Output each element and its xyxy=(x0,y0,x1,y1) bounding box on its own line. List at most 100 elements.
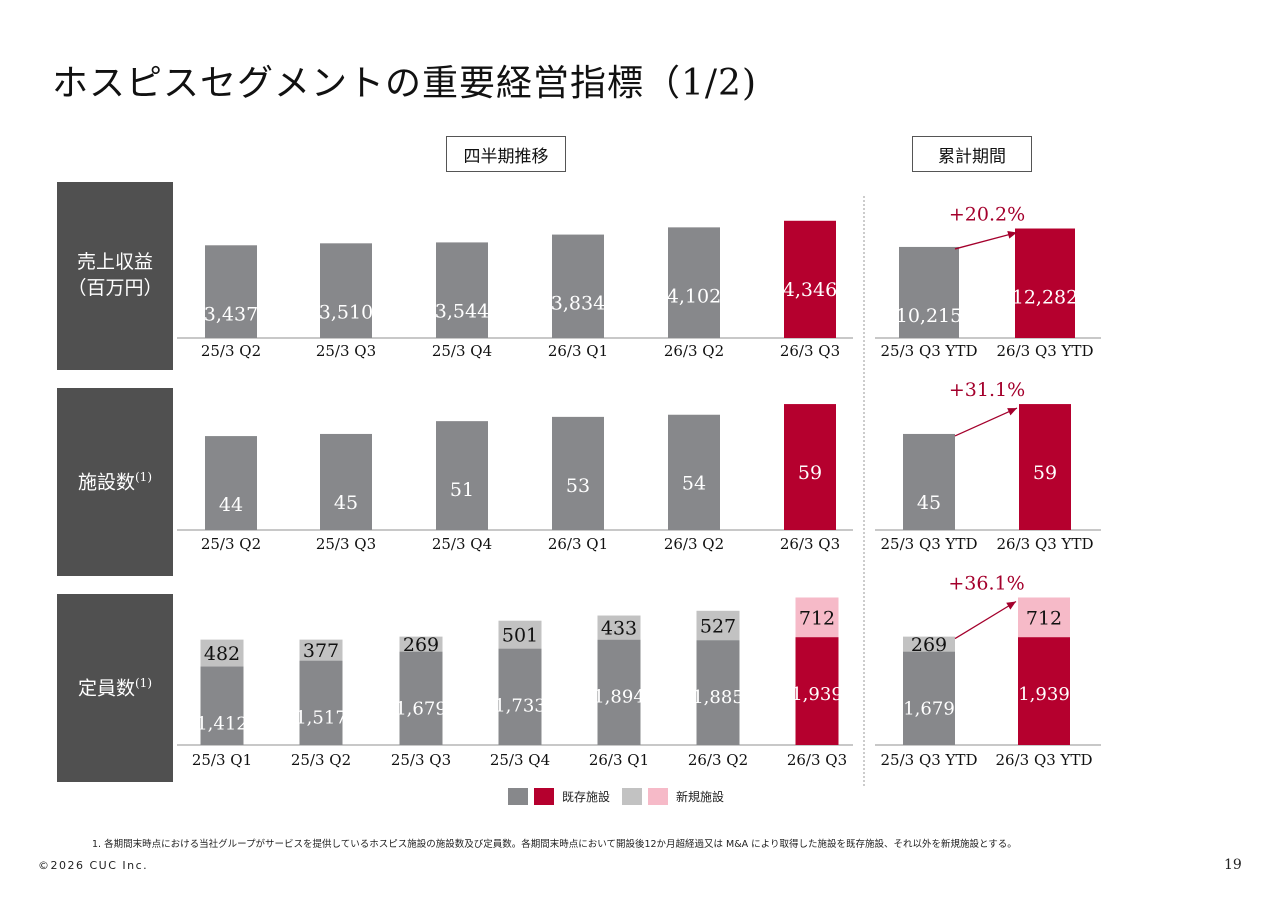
legend: 既存施設 新規施設 xyxy=(508,788,736,805)
revenue-label-line2: （百万円） xyxy=(67,277,163,299)
capacity_ytd-growth-arrow xyxy=(954,600,1017,640)
capacity_quarterly-new-bar xyxy=(696,610,740,641)
facilities_quarterly-category-label: 25/3 Q3 xyxy=(316,535,376,553)
capacity-label-group: 定員数(1) xyxy=(78,675,152,702)
capacity_quarterly-existing-value-label: 1,733 xyxy=(494,696,546,717)
facilities_quarterly-category-label: 26/3 Q1 xyxy=(548,535,608,553)
capacity_ytd-new-value-label: 712 xyxy=(1026,607,1062,629)
capacity_quarterly-new-value-label: 501 xyxy=(502,625,538,647)
capacity_quarterly-new-value-label: 712 xyxy=(799,607,835,629)
revenue-row-label: 売上収益 （百万円） xyxy=(57,182,173,370)
revenue_ytd-growth-label: +20.2% xyxy=(949,204,1025,226)
capacity_quarterly-category-label: 25/3 Q1 xyxy=(192,751,252,769)
revenue_quarterly-bar xyxy=(668,227,720,338)
capacity_quarterly-new-bar xyxy=(597,615,641,640)
capacity_quarterly-existing-value-label: 1,517 xyxy=(295,708,347,729)
legend-swatch-new-past xyxy=(622,788,643,805)
revenue-label-line1: 売上収益 xyxy=(76,251,153,274)
revenue_quarterly-value-label: 3,510 xyxy=(319,301,373,323)
facilities_ytd-category-label: 25/3 Q3 YTD xyxy=(881,535,978,553)
capacity_quarterly-existing-value-label: 1,412 xyxy=(196,713,248,734)
facilities_ytd-category-label: 26/3 Q3 YTD xyxy=(997,535,1094,553)
capacity_quarterly-new-bar xyxy=(299,639,343,661)
capacity_ytd-category-label: 26/3 Q3 YTD xyxy=(996,751,1093,769)
facilities_quarterly-value-label: 54 xyxy=(682,473,706,495)
capacity_quarterly-new-bar xyxy=(399,636,443,652)
capacity_quarterly-existing-bar xyxy=(498,648,542,745)
capacity_ytd-growth-arrowhead xyxy=(1006,601,1016,610)
capacity_quarterly-existing-bar xyxy=(696,640,740,745)
facilities_quarterly-bar xyxy=(668,414,720,530)
capacity-label: 定員数 xyxy=(77,676,135,699)
capacity_quarterly-category-label: 25/3 Q4 xyxy=(490,751,550,769)
legend-existing-label: 既存施設 xyxy=(562,790,611,804)
revenue_quarterly-value-label: 4,346 xyxy=(783,279,837,301)
capacity_ytd-new-bar xyxy=(903,636,955,652)
capacity_ytd-existing-bar xyxy=(1018,637,1070,745)
capacity-footnote-mark: (1) xyxy=(135,675,152,690)
capacity_quarterly-new-value-label: 482 xyxy=(204,643,240,665)
capacity_quarterly-existing-bar xyxy=(200,666,244,745)
revenue_quarterly-bar xyxy=(552,234,604,338)
revenue_quarterly-category-label: 25/3 Q4 xyxy=(432,342,492,360)
legend-new-label: 新規施設 xyxy=(676,790,725,804)
capacity_quarterly-existing-bar xyxy=(399,651,443,745)
facilities_ytd-value-label: 45 xyxy=(917,492,941,514)
page-number: 19 xyxy=(1224,857,1242,873)
capacity_quarterly-new-value-label: 377 xyxy=(303,640,339,662)
facilities_ytd-value-label: 59 xyxy=(1033,462,1057,484)
revenue_quarterly-value-label: 3,544 xyxy=(435,300,489,322)
capacity_ytd-new-bar xyxy=(1018,597,1070,638)
revenue_ytd-value-label: 10,215 xyxy=(896,305,962,327)
revenue_quarterly-category-label: 26/3 Q2 xyxy=(664,342,724,360)
capacity_ytd-existing-bar xyxy=(903,651,955,745)
capacity_quarterly-category-label: 26/3 Q1 xyxy=(589,751,649,769)
revenue_quarterly-category-label: 26/3 Q3 xyxy=(780,342,840,360)
capacity_ytd-growth-label: +36.1% xyxy=(948,573,1024,595)
revenue_ytd-category-label: 26/3 Q3 YTD xyxy=(997,342,1094,360)
facilities_quarterly-category-label: 26/3 Q3 xyxy=(780,535,840,553)
revenue_quarterly-bar xyxy=(784,220,836,338)
capacity_ytd-existing-value-label: 1,679 xyxy=(903,699,955,720)
capacity_quarterly-existing-value-label: 1,679 xyxy=(395,699,447,720)
capacity_ytd-category-label: 25/3 Q3 YTD xyxy=(881,751,978,769)
facilities_quarterly-bar xyxy=(784,404,836,530)
capacity_quarterly-category-label: 25/3 Q3 xyxy=(391,751,451,769)
copyright: ©2026 CUC Inc. xyxy=(38,859,149,872)
facilities_quarterly-value-label: 45 xyxy=(334,492,358,514)
facilities_quarterly-category-label: 26/3 Q2 xyxy=(664,535,724,553)
revenue_ytd-growth-arrow xyxy=(954,231,1018,250)
revenue_ytd-bar xyxy=(1015,228,1075,338)
facilities_ytd-growth-label: +31.1% xyxy=(949,379,1025,401)
capacity_quarterly-new-bar xyxy=(498,620,542,649)
footnote: 1. 各期間末時点における当社グループがサービスを提供しているホスピス施設の施設… xyxy=(92,839,1017,850)
capacity_quarterly-new-bar xyxy=(200,639,244,667)
revenue_ytd-value-label: 12,282 xyxy=(1012,287,1078,309)
revenue_quarterly-value-label: 3,834 xyxy=(551,293,605,315)
facilities-footnote-mark: (1) xyxy=(135,469,152,484)
capacity_quarterly-category-label: 25/3 Q2 xyxy=(291,751,351,769)
capacity_quarterly-existing-value-label: 1,894 xyxy=(593,687,645,708)
revenue_quarterly-category-label: 25/3 Q3 xyxy=(316,342,376,360)
revenue_ytd-category-label: 25/3 Q3 YTD xyxy=(881,342,978,360)
revenue_quarterly-category-label: 26/3 Q1 xyxy=(548,342,608,360)
facilities_ytd-bar xyxy=(903,433,955,530)
facilities-label: 施設数 xyxy=(77,470,135,493)
legend-swatch-existing-past xyxy=(508,788,528,805)
capacity_quarterly-new-value-label: 433 xyxy=(601,618,637,640)
capacity_ytd-existing-value-label: 1,939 xyxy=(1018,684,1070,705)
facilities-row-label: 施設数(1) xyxy=(57,388,173,576)
capacity_quarterly-category-label: 26/3 Q3 xyxy=(787,751,847,769)
facilities-label-group: 施設数(1) xyxy=(78,469,152,496)
revenue_quarterly-bar xyxy=(320,243,372,338)
capacity_quarterly-category-label: 26/3 Q2 xyxy=(688,751,748,769)
facilities_quarterly-bar xyxy=(552,416,604,530)
facilities_ytd-growth-arrowhead xyxy=(1007,408,1017,416)
facilities_ytd-bar xyxy=(1019,404,1071,530)
quarterly-header: 四半期推移 xyxy=(446,136,566,172)
revenue_quarterly-bar xyxy=(205,245,257,338)
facilities_quarterly-value-label: 59 xyxy=(798,462,822,484)
page-title: ホスピスセグメントの重要経営指標（1/2) xyxy=(52,63,757,104)
capacity_quarterly-existing-value-label: 1,939 xyxy=(791,684,843,705)
